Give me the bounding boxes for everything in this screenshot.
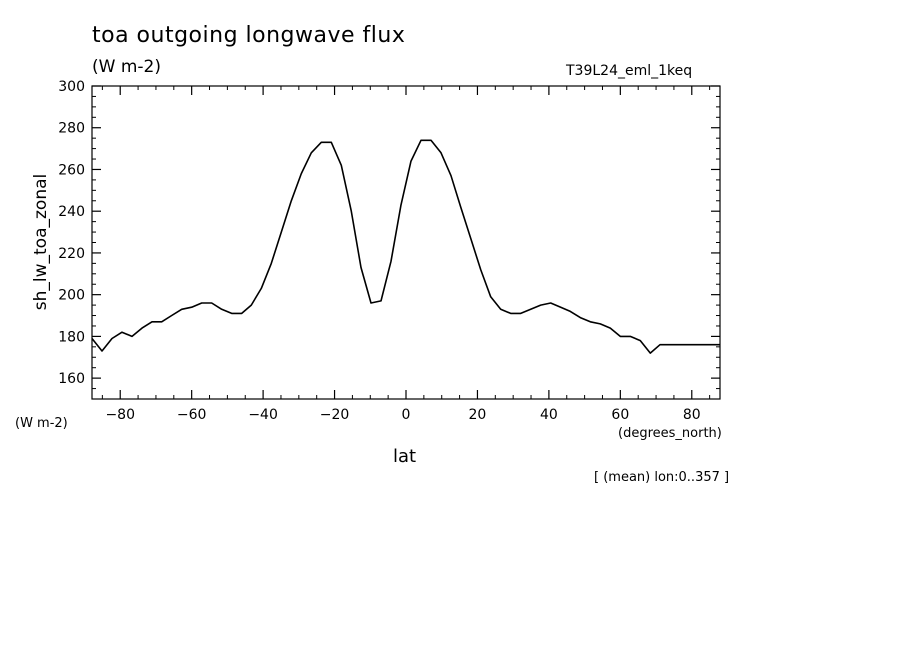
chart-units: (W m-2) bbox=[92, 57, 161, 77]
averaging-note: [ (mean) lon:0..357 ] bbox=[594, 470, 730, 485]
x-tick-label: 20 bbox=[469, 407, 487, 423]
series-line bbox=[91, 139, 720, 354]
x-tick-label: −40 bbox=[248, 407, 278, 423]
y-tick-label: 200 bbox=[58, 288, 85, 304]
x-tick-label: 0 bbox=[402, 407, 411, 423]
x-tick-label: 60 bbox=[611, 407, 629, 423]
y-tick-label: 300 bbox=[58, 79, 85, 95]
chart-title: toa outgoing longwave flux bbox=[92, 23, 406, 48]
x-tick-label: 40 bbox=[540, 407, 558, 423]
y-tick-label: 280 bbox=[58, 121, 85, 137]
x-tick-label: −80 bbox=[105, 407, 135, 423]
tick-labels: −80 −60 −40 −20 0 20 40 60 80 160 180 200 220 240 260 2… bbox=[58, 79, 700, 423]
x-tick-label: −20 bbox=[320, 407, 350, 423]
run-id-label: T39L24_eml_1keq bbox=[566, 63, 693, 79]
x-tick-label: 80 bbox=[683, 407, 701, 423]
y-tick-label: 240 bbox=[58, 204, 85, 220]
y-tick-label: 220 bbox=[58, 246, 85, 262]
y-axis-units: (W m-2) bbox=[15, 416, 68, 431]
y-tick-label: 180 bbox=[58, 329, 85, 345]
y-tick-label: 260 bbox=[58, 162, 85, 178]
x-axis-units: (degrees_north) bbox=[618, 426, 722, 441]
x-tick-label: −60 bbox=[177, 407, 207, 423]
axis-ticks bbox=[92, 85, 720, 399]
x-axis-label: lat bbox=[393, 446, 417, 467]
y-tick-label: 160 bbox=[58, 371, 85, 387]
plot-frame bbox=[91, 85, 721, 400]
